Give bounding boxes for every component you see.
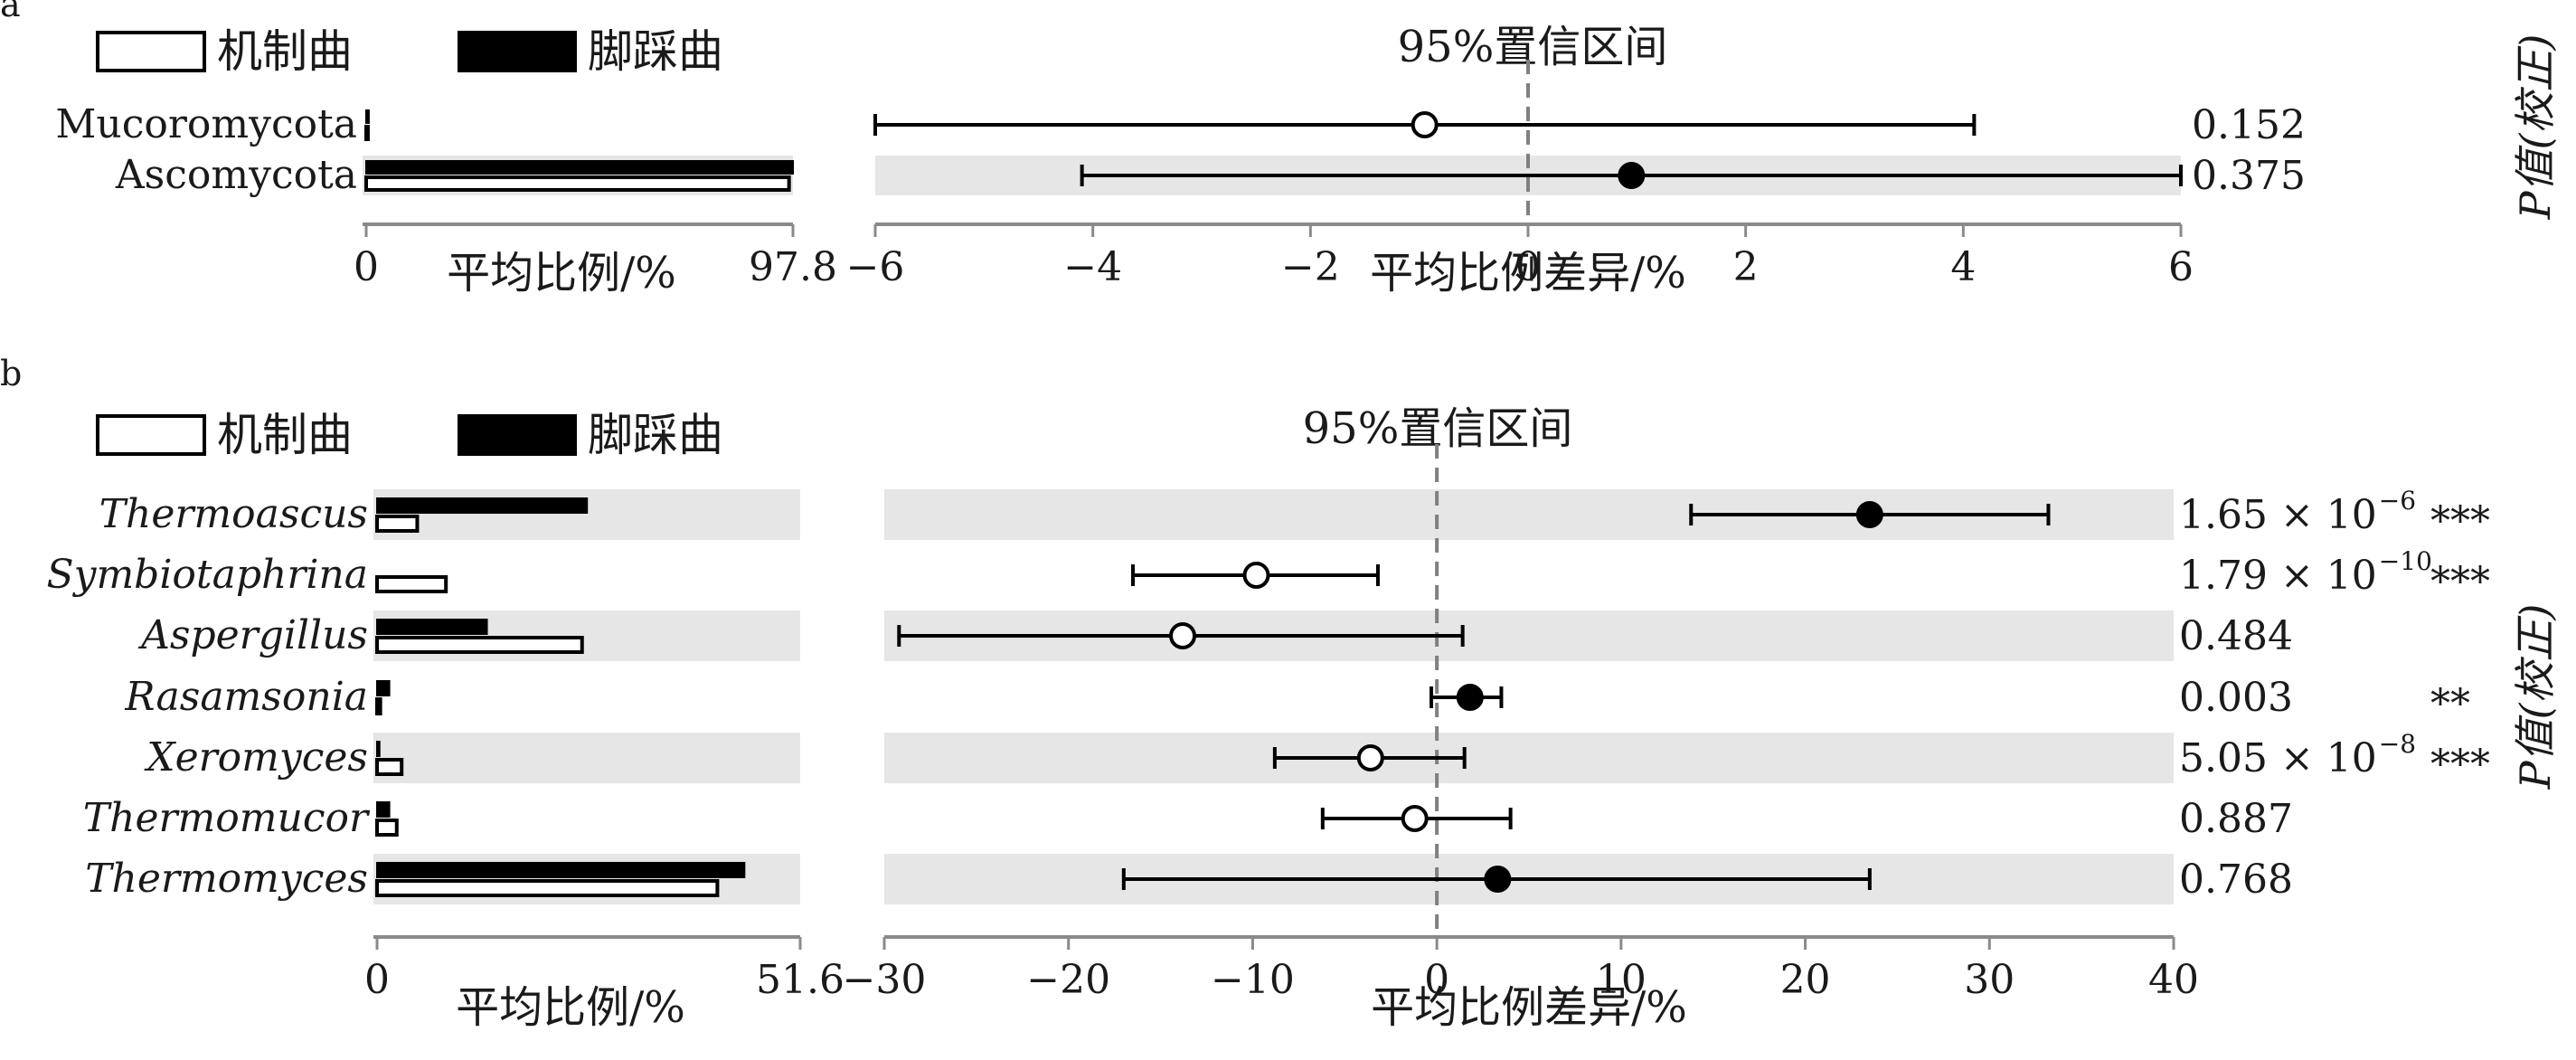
diff-x-tick-label: 6: [2168, 244, 2194, 290]
diff-x-tick-label: 20: [1780, 957, 1831, 1003]
legend-swatch-group-b: [458, 414, 577, 456]
diff-x-axis-title: 平均比例差异/%: [1371, 982, 1687, 1033]
legend-swatch-group-a: [96, 414, 206, 456]
legend-label-group-b: 脚踩曲: [588, 409, 723, 461]
mean-diff-point: [1411, 111, 1439, 138]
significance-stars: ***: [2430, 498, 2490, 544]
category-label: Mucoromycota: [55, 101, 357, 147]
category-label: Thermomyces: [85, 856, 368, 902]
panel-label: b: [0, 354, 22, 393]
bar-group-a: [364, 125, 370, 141]
category-label: Xeromyces: [144, 734, 368, 781]
bar-group-a: [375, 758, 404, 776]
mean-diff-point: [1456, 684, 1484, 711]
category-label: Symbiotaphrina: [46, 552, 368, 598]
diff-x-tick-label: −10: [1211, 957, 1295, 1003]
bar-group-b: [376, 497, 589, 514]
bar-group-b: [376, 680, 391, 696]
category-label: Thermomucor: [83, 795, 371, 841]
bar-group-a: [364, 175, 791, 192]
significance-stars: ***: [2430, 559, 2490, 605]
legend-label-group-a: 机制曲: [217, 25, 353, 78]
diff-x-tick-label: 0: [1515, 244, 1541, 290]
bar-group-b: [376, 862, 746, 878]
mean-diff-point: [1484, 866, 1512, 893]
p-value: 0.375: [2192, 153, 2306, 199]
p-value: 0.152: [2192, 102, 2306, 148]
diff-x-tick-label: 30: [1964, 957, 2015, 1003]
bar-group-a: [375, 697, 382, 715]
diff-x-tick-label: −30: [843, 957, 927, 1003]
mean-diff-point: [1401, 805, 1429, 832]
legend-swatch-group-b: [458, 31, 577, 72]
diff-x-tick-label: 10: [1596, 957, 1647, 1003]
legend-label-group-a: 机制曲: [217, 409, 353, 461]
p-value: 5.05 × 10: [2179, 735, 2377, 781]
mean-diff-point: [1356, 744, 1384, 771]
legend-swatch-group-a: [96, 31, 206, 72]
significance-stars: **: [2430, 681, 2470, 727]
diff-x-tick-label: 2: [1733, 244, 1759, 290]
category-label: Rasamsonia: [124, 674, 368, 720]
mean-diff-point: [1855, 501, 1883, 528]
bar-x-tick-label: 51.6: [756, 957, 845, 1003]
significance-stars: ***: [2430, 742, 2490, 788]
p-value-axis-title: P值(校正): [2511, 604, 2560, 790]
p-value-exponent: −10: [2379, 546, 2432, 576]
bar-x-axis-title: 平均比例/%: [456, 982, 685, 1033]
bar-x-tick-label: 0: [354, 244, 379, 290]
diff-x-tick-label: −20: [1026, 957, 1110, 1003]
diff-x-axis-title: 平均比例差异/%: [1370, 248, 1686, 298]
bar-group-a: [375, 636, 584, 654]
bar-group-b: [376, 741, 381, 757]
legend-label-group-b: 脚踩曲: [588, 25, 723, 78]
mean-diff-point: [1242, 562, 1270, 589]
bar-group-b: [365, 109, 370, 124]
bar-group-b: [365, 160, 794, 175]
category-label: Ascomycota: [115, 152, 357, 198]
bar-x-axis-title: 平均比例/%: [447, 248, 676, 298]
row-stripe-ci: [884, 733, 2174, 783]
p-value: 0.003: [2179, 675, 2293, 721]
bar-group-b: [376, 801, 391, 818]
category-label: Thermoascus: [99, 491, 368, 537]
row-stripe-bar: [373, 733, 800, 783]
p-value: 1.79 × 10: [2179, 553, 2377, 599]
diff-x-tick-label: 0: [1424, 957, 1449, 1003]
ci-label: 95%置信区间: [1398, 22, 1668, 72]
bar-group-a: [375, 575, 448, 593]
p-value-axis-title: P值(校正): [2511, 34, 2560, 221]
mean-diff-point: [1169, 622, 1197, 649]
p-value-exponent: −6: [2379, 486, 2416, 516]
category-label: Aspergillus: [137, 612, 368, 658]
row-stripe-bar: [373, 489, 800, 540]
bar-group-a: [375, 819, 399, 837]
p-value: 1.65 × 10: [2179, 492, 2377, 538]
p-value: 0.484: [2179, 613, 2293, 659]
panel-label: a: [0, 0, 21, 24]
bar-group-a: [375, 515, 420, 533]
bar-x-tick-label: 97.8: [749, 244, 837, 290]
p-value: 0.768: [2179, 857, 2293, 903]
bar-group-a: [375, 879, 720, 897]
mean-diff-point: [1618, 162, 1646, 189]
bar-x-tick-label: 0: [364, 957, 390, 1003]
diff-x-tick-label: 4: [1950, 244, 1976, 290]
diff-x-tick-label: −6: [846, 244, 905, 290]
p-value-exponent: −8: [2379, 729, 2416, 759]
diff-x-tick-label: 40: [2148, 957, 2199, 1003]
diff-x-tick-label: −2: [1281, 244, 1340, 290]
bar-group-b: [376, 619, 488, 635]
p-value: 0.887: [2179, 796, 2293, 842]
diff-x-tick-label: −4: [1063, 244, 1122, 290]
